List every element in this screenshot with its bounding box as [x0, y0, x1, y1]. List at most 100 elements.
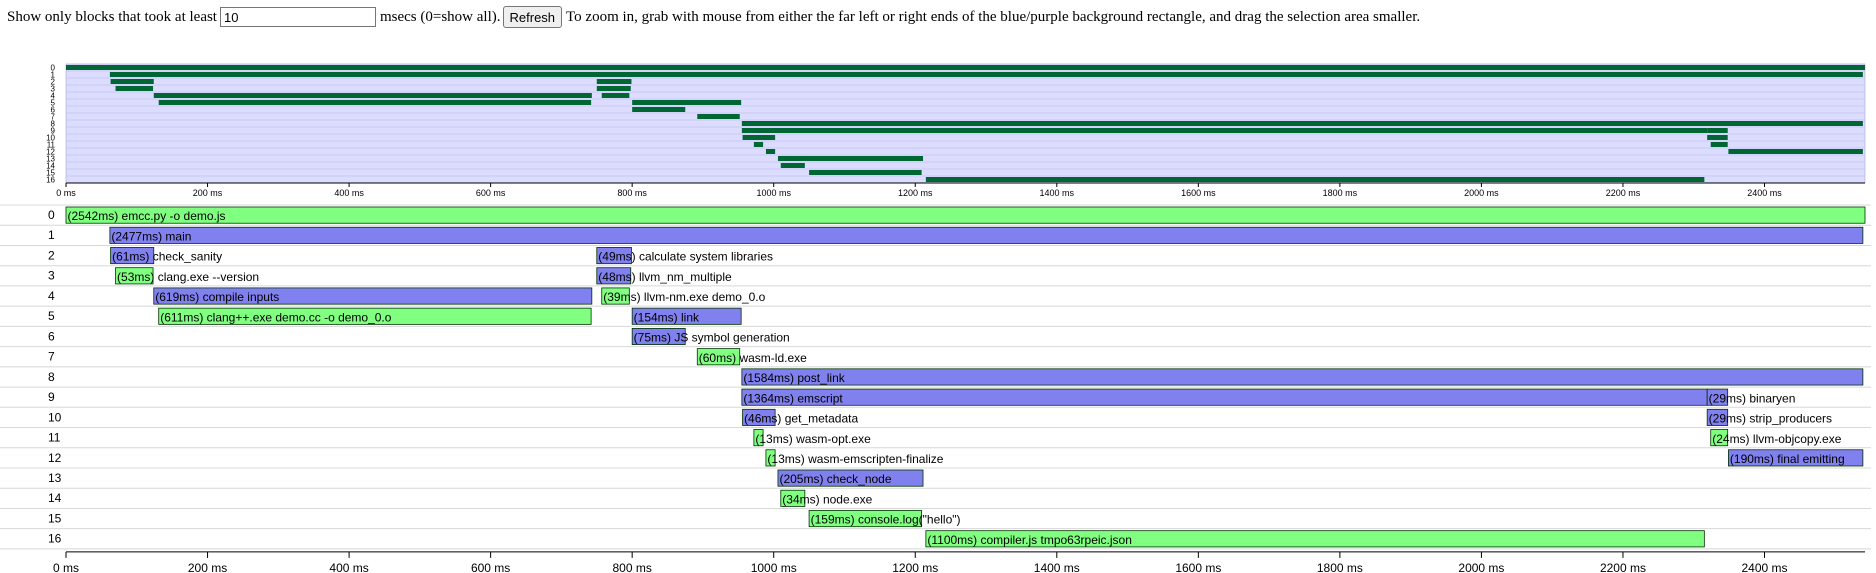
timeline-block[interactable]: [1706, 388, 1729, 406]
timeline-block[interactable]: [777, 469, 924, 487]
block-duration: (13ms): [767, 452, 804, 466]
detail-tick-label: 1600 ms: [1175, 561, 1221, 573]
timeline-block[interactable]: [601, 287, 630, 305]
block-label: (13ms) wasm-opt.exe: [755, 432, 871, 446]
detail-tick-label: 1800 ms: [1317, 561, 1363, 573]
timeline-block[interactable]: [158, 307, 592, 325]
refresh-button[interactable]: Refresh: [502, 6, 563, 28]
overview-block: [765, 149, 776, 154]
detail-tick-label: 0 ms: [53, 561, 79, 573]
row-index-label: 2: [48, 248, 55, 262]
overview-row-label: 0: [51, 64, 56, 73]
timeline-block[interactable]: [631, 307, 742, 325]
timeline-block[interactable]: [765, 449, 776, 467]
block-label: (611ms) clang++.exe demo.cc -o demo_0.o: [160, 310, 392, 324]
overview-block: [153, 93, 592, 98]
block-label: (29ms) strip_producers: [1709, 412, 1832, 426]
overview-block: [697, 114, 740, 119]
timeline-block[interactable]: [925, 530, 1705, 548]
block-name: compiler.js tmpo63rpeic.json: [977, 533, 1132, 547]
block-name: clang++.exe demo.cc -o demo_0.o: [203, 310, 391, 324]
timeline-block[interactable]: [596, 247, 632, 265]
overview-tick-label: 2400 ms: [1747, 188, 1782, 198]
block-label: (1584ms) post_link: [743, 371, 845, 385]
detail-tick-label: 1200 ms: [892, 561, 938, 573]
block-name: llvm-objcopy.exe: [1750, 432, 1842, 446]
timeline-block[interactable]: [1728, 449, 1864, 467]
block-duration: (46ms): [744, 412, 781, 426]
overview-block: [115, 86, 154, 91]
detail-tick-label: 2000 ms: [1458, 561, 1504, 573]
block-duration: (75ms): [634, 331, 671, 345]
block-label: (159ms) console.log("hello"): [811, 513, 961, 527]
overview-row-label: 13: [46, 155, 55, 164]
timeline-block[interactable]: [742, 408, 776, 426]
block-duration: (61ms): [112, 250, 149, 264]
block-duration: (154ms): [634, 310, 678, 324]
block-label: (2477ms) main: [111, 229, 191, 243]
block-label: (205ms) check_node: [779, 472, 891, 486]
row-index-label: 6: [48, 329, 55, 343]
block-label: (53ms) clang.exe --version: [117, 270, 259, 284]
overview-row-label: 5: [51, 99, 56, 108]
block-duration: (29ms): [1709, 391, 1746, 405]
overview-block: [596, 86, 631, 91]
block-name: binaryen: [1746, 391, 1795, 405]
overview-row-label: 2: [51, 78, 56, 87]
detail-tick-label: 1000 ms: [751, 561, 797, 573]
row-index-label: 9: [48, 390, 55, 404]
timeline-block[interactable]: [780, 489, 806, 507]
block-name: post_link: [794, 371, 846, 385]
overview-tick-label: 1800 ms: [1323, 188, 1358, 198]
block-name: check_sanity: [149, 250, 222, 264]
timeline-block[interactable]: [631, 327, 686, 346]
block-name: wasm-opt.exe: [793, 432, 871, 446]
detail-tick-label: 400 ms: [329, 561, 368, 573]
timeline-block[interactable]: [1706, 408, 1729, 426]
block-label: (190ms) final emitting: [1730, 452, 1845, 466]
timeline-block[interactable]: [109, 226, 1864, 244]
min-duration-input[interactable]: [219, 7, 376, 27]
block-duration: (13ms): [755, 432, 792, 446]
overview-tick-label: 2200 ms: [1606, 188, 1641, 198]
timeline-block[interactable]: [741, 368, 1864, 386]
timeline-block[interactable]: [153, 287, 593, 305]
block-label: (24ms) llvm-objcopy.exe: [1712, 432, 1841, 446]
overview-row-label: 15: [46, 169, 55, 178]
row-index-label: 12: [48, 451, 62, 465]
timeline-block[interactable]: [65, 206, 1866, 224]
overview-block: [780, 163, 805, 168]
block-label: (39ms) llvm-nm.exe demo_0.o: [603, 290, 765, 304]
timeline-block[interactable]: [808, 510, 923, 528]
overview-row-label: 12: [46, 148, 55, 157]
overview-tick-label: 800 ms: [617, 188, 647, 198]
overview-block: [601, 93, 630, 98]
timeline-block[interactable]: [753, 429, 764, 447]
row-index-label: 0: [48, 208, 55, 222]
threshold-prefix-label: Show only blocks that took at least: [7, 8, 217, 25]
timeline-block[interactable]: [110, 247, 155, 265]
block-name: final emitting: [1774, 452, 1845, 466]
block-label: (48ms) llvm_nm_multiple: [598, 270, 732, 284]
timeline-block[interactable]: [1710, 429, 1729, 447]
row-index-label: 16: [48, 532, 62, 546]
block-name: main: [162, 229, 191, 243]
overview-row-label: 1: [51, 71, 56, 80]
row-index-label: 1: [48, 228, 55, 242]
block-label: (1364ms) emscript: [743, 391, 843, 405]
overview-block: [753, 142, 764, 147]
block-label: (1100ms) compiler.js tmpo63rpeic.json: [927, 533, 1132, 547]
timeline-block[interactable]: [741, 388, 1708, 406]
overview-block: [1710, 142, 1728, 147]
row-index-label: 4: [48, 289, 55, 303]
timeline-block[interactable]: [596, 267, 632, 285]
overview-tick-label: 1000 ms: [756, 188, 791, 198]
block-label: (13ms) wasm-emscripten-finalize: [767, 452, 943, 466]
timeline-block[interactable]: [115, 267, 154, 285]
block-duration: (611ms): [160, 310, 203, 324]
overview-block: [66, 65, 1865, 70]
block-label: (154ms) link: [634, 310, 700, 324]
timeline-block[interactable]: [696, 348, 741, 366]
block-duration: (1584ms): [743, 371, 794, 385]
